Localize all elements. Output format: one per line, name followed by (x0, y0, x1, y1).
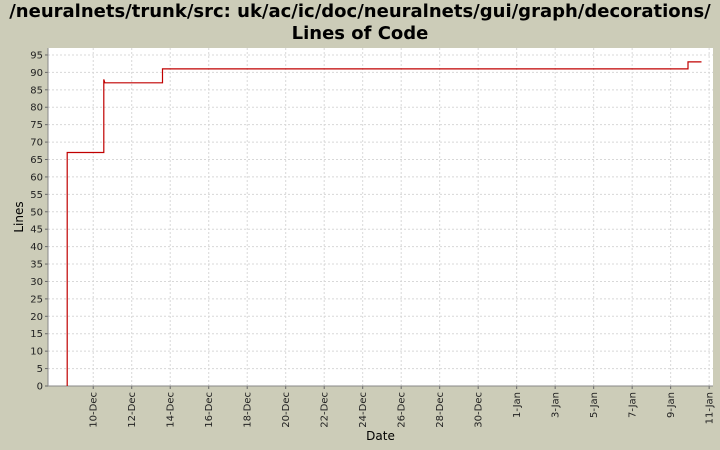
series-group (66, 61, 702, 386)
x-tick-label: 7-Jan (628, 392, 639, 418)
x-tick-label: 22-Dec (320, 392, 331, 428)
x-tick-label: 9-Jan (666, 392, 677, 418)
x-tick-label: 1-Jan (512, 392, 523, 418)
y-tick-label: 85 (30, 85, 43, 96)
x-tick-label: 26-Dec (397, 392, 408, 428)
x-tick-label: 18-Dec (243, 392, 254, 428)
y-tick-label: 80 (30, 103, 43, 114)
y-tick-label: 75 (30, 120, 43, 131)
y-tick-label: 10 (30, 347, 43, 358)
y-tick-label: 40 (30, 242, 43, 253)
y-tick-label: 70 (30, 138, 43, 149)
y-tick-label: 60 (30, 172, 43, 183)
x-axis: 10-Dec 12-Dec 14-Dec 16-Dec 18-Dec 20-Dec 22-D… (48, 385, 716, 428)
y-tick-label: 65 (30, 155, 43, 166)
x-axis-label: Date (366, 429, 395, 443)
x-tick-label: 14-Dec (166, 392, 177, 428)
y-axis-label: Lines (12, 201, 26, 232)
x-tick-label: 12-Dec (127, 392, 138, 428)
y-tick-label: 0 (37, 382, 43, 393)
y-tick-label: 20 (30, 312, 43, 323)
plot-area (48, 48, 713, 386)
y-tick-label: 45 (30, 225, 43, 236)
x-tick-label: 20-Dec (281, 392, 292, 428)
x-tick-label: 3-Jan (551, 392, 562, 418)
y-axis: 0 5 10 15 20 25 30 35 40 45 50 55 60 65 70 75 80 85 90 95 (30, 48, 49, 393)
y-tick-label: 25 (30, 294, 43, 305)
x-tick-label: 30-Dec (474, 392, 485, 428)
x-tick-label: 11-Jan (705, 392, 716, 424)
y-tick-label: 50 (30, 207, 43, 218)
x-tick-label: 5-Jan (589, 392, 600, 418)
grid-lines (48, 48, 713, 387)
x-tick-label: 16-Dec (204, 392, 215, 428)
y-tick-label: 35 (30, 260, 43, 271)
y-tick-label: 15 (30, 329, 43, 340)
series-line (66, 61, 702, 386)
y-tick-label: 55 (30, 190, 43, 201)
y-tick-label: 5 (37, 364, 43, 375)
y-tick-label: 30 (30, 277, 43, 288)
x-tick-label: 10-Dec (89, 392, 100, 428)
y-tick-label: 90 (30, 68, 43, 79)
chart-title: /neuralnets/trunk/src: uk/ac/ic/doc/neur… (9, 1, 711, 22)
x-tick-label: 24-Dec (358, 392, 369, 428)
chart-subtitle: Lines of Code (291, 23, 429, 44)
y-tick-label: 95 (30, 50, 43, 61)
x-tick-label: 28-Dec (435, 392, 446, 428)
